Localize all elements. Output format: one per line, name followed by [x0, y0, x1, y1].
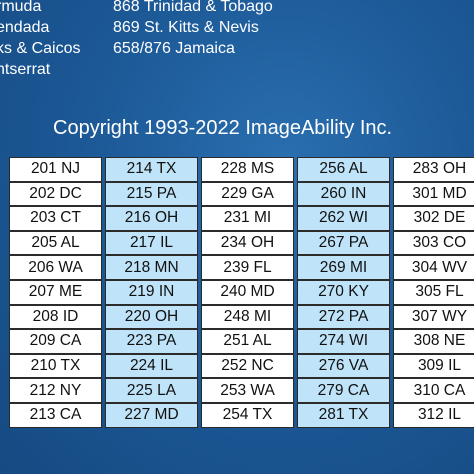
area-code-cell: 213 CA [9, 402, 102, 428]
area-code-cell: 267 PA [297, 230, 390, 256]
area-code-cell: 272 PA [297, 304, 390, 330]
area-code-cell: 218 MN [105, 255, 198, 280]
area-code-cell: 220 OH [105, 304, 198, 330]
area-code-cell: 223 PA [105, 329, 198, 354]
area-code-cell: 209 CA [9, 329, 102, 354]
country-entry: ks & Caicos [0, 40, 81, 57]
area-code-cell: 262 WI [297, 206, 390, 231]
area-code-cell: 239 FL [201, 255, 294, 280]
area-code-cell: 307 WY [393, 304, 474, 330]
area-code-cell: 203 CT [9, 206, 102, 231]
area-code-cell: 202 DC [9, 181, 102, 207]
area-code-cell: 234 OH [201, 230, 294, 256]
area-code-cell: 224 IL [105, 353, 198, 379]
copyright-notice: Copyright 1993-2022 ImageAbility Inc. [53, 117, 393, 139]
area-code-cell: 254 TX [201, 402, 294, 428]
area-code-cell: 308 NE [393, 329, 474, 354]
area-code-cell: 301 MD [393, 181, 474, 207]
area-code-table: 201 NJ 214 TX 228 MS 256 AL 283 OH 202 DC 215 … [9, 157, 474, 428]
country-entry: 869 St. Kitts & Nevis [113, 19, 259, 36]
area-code-cell: 217 IL [105, 230, 198, 256]
country-entry: 658/876 Jamaica [113, 40, 235, 57]
area-code-cell: 260 IN [297, 181, 390, 207]
area-code-cell: 303 CO [393, 230, 474, 256]
area-code-cell: 207 ME [9, 279, 102, 305]
area-code-cell: 281 TX [297, 402, 390, 428]
country-code-list-right: 868 Trinidad & Tobago 869 St. Kitts & Ne… [113, 0, 273, 59]
area-code-cell: 270 KY [297, 279, 390, 305]
country-entry: endada [0, 19, 50, 36]
country-entry: ntserrat [0, 61, 51, 78]
area-code-cell: 216 OH [105, 206, 198, 231]
area-code-cell: 283 OH [393, 157, 474, 182]
area-code-cell: 304 WV [393, 255, 474, 280]
area-code-cell: 219 IN [105, 279, 198, 305]
area-code-cell: 279 CA [297, 378, 390, 403]
area-code-cell: 208 ID [9, 304, 102, 330]
area-code-cell: 248 MI [201, 304, 294, 330]
area-code-cell: 205 AL [9, 230, 102, 256]
area-code-cell: 214 TX [105, 157, 198, 182]
area-code-cell: 305 FL [393, 279, 474, 305]
country-entry: 868 Trinidad & Tobago [113, 0, 273, 15]
area-code-cell: 231 MI [201, 206, 294, 231]
area-code-cell: 310 CA [393, 378, 474, 403]
area-code-cell: 256 AL [297, 157, 390, 182]
area-code-cell: 229 GA [201, 181, 294, 207]
area-code-cell: 251 AL [201, 329, 294, 354]
area-code-cell: 228 MS [201, 157, 294, 182]
area-code-cell: 206 WA [9, 255, 102, 280]
area-code-cell: 312 IL [393, 402, 474, 428]
country-code-list-left: rmuda endada ks & Caicos ntserrat [0, 0, 80, 80]
area-code-cell: 210 TX [9, 353, 102, 379]
area-code-cell: 253 WA [201, 378, 294, 403]
area-code-cell: 225 LA [105, 378, 198, 403]
area-code-cell: 276 VA [297, 353, 390, 379]
area-code-cell: 201 NJ [9, 157, 102, 182]
area-code-cell: 274 WI [297, 329, 390, 354]
area-code-cell: 240 MD [201, 279, 294, 305]
area-code-cell: 215 PA [105, 181, 198, 207]
area-code-cell: 227 MD [105, 402, 198, 428]
area-code-cell: 269 MI [297, 255, 390, 280]
area-code-cell: 302 DE [393, 206, 474, 231]
area-code-cell: 252 NC [201, 353, 294, 379]
country-entry: rmuda [0, 0, 42, 15]
area-code-cell: 309 IL [393, 353, 474, 379]
area-code-cell: 212 NY [9, 378, 102, 403]
